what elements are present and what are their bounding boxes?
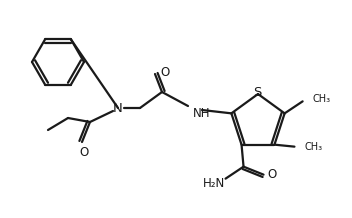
Text: CH₃: CH₃: [304, 142, 322, 152]
Text: N: N: [113, 102, 123, 114]
Text: O: O: [267, 168, 276, 181]
Text: O: O: [79, 145, 89, 158]
Text: CH₃: CH₃: [313, 94, 331, 104]
Text: H₂N: H₂N: [202, 177, 225, 190]
Text: S: S: [253, 85, 261, 99]
Text: NH: NH: [193, 107, 210, 119]
Text: O: O: [161, 65, 170, 78]
